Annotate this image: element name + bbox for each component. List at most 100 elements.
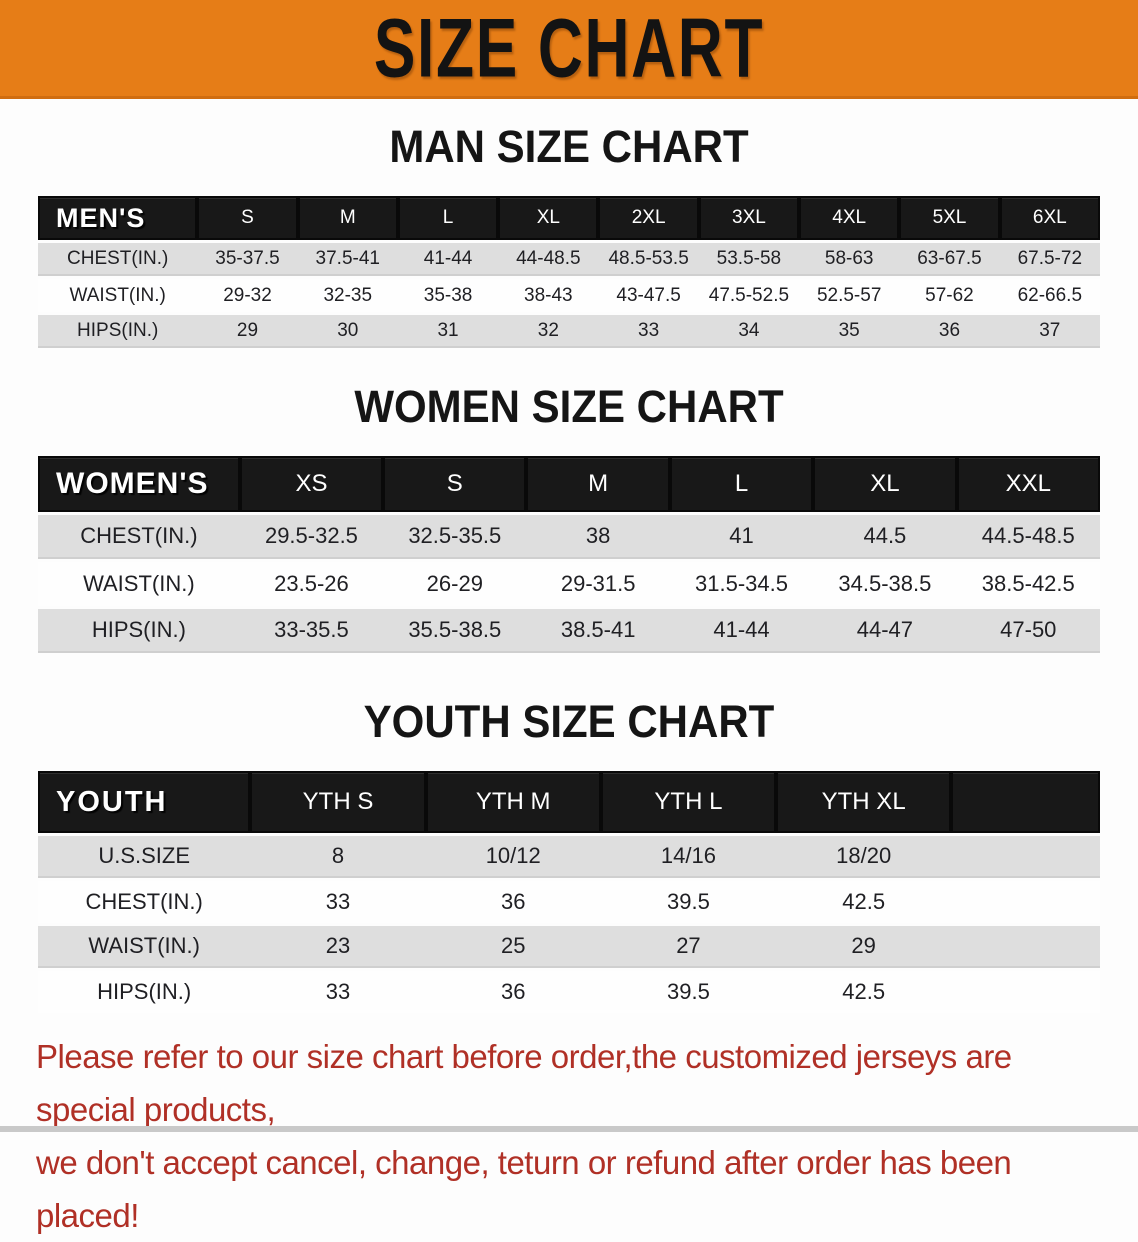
row-label: WAIST(IN.): [38, 562, 240, 606]
measurement-value: 39.5: [600, 971, 777, 1013]
measurement-value: 57-62: [899, 279, 1000, 312]
measurement-value: 23.5-26: [239, 562, 384, 606]
disclaimer-note: Please refer to our size chart before or…: [0, 1030, 1138, 1242]
filler-cell: [951, 971, 1100, 1013]
row-label: CHEST(IN.): [38, 515, 240, 559]
row-label: HIPS(IN.): [38, 315, 198, 348]
measurement-value: 29-32: [197, 279, 298, 312]
measurement-value: 47.5-52.5: [698, 279, 800, 312]
measurement-value: 34.5-38.5: [813, 562, 957, 606]
measurement-value: 62-66.5: [999, 279, 1100, 312]
disclaimer-line-1: Please refer to our size chart before or…: [36, 1038, 1012, 1128]
size-column-header: 2XL: [598, 196, 699, 240]
measurement-value: 63-67.5: [899, 243, 1000, 276]
measurement-value: 35: [799, 315, 900, 348]
measurement-value: 35-38: [397, 279, 499, 312]
measurement-value: 35.5-38.5: [383, 609, 527, 653]
size-column-header: M: [297, 196, 398, 240]
measurement-value: 29: [776, 926, 952, 968]
measurement-value: 41-44: [397, 243, 499, 276]
measurement-value: 41: [669, 515, 814, 559]
measurement-value: 36: [425, 881, 601, 923]
section-heading: WOMEN SIZE CHART: [354, 381, 784, 432]
measurement-value: 58-63: [799, 243, 900, 276]
measurement-value: 14/16: [600, 836, 777, 878]
measurement-value: 38: [526, 515, 670, 559]
size-column-header: XXL: [956, 456, 1100, 512]
measurement-value: 37: [999, 315, 1100, 348]
measurement-value: 53.5-58: [698, 243, 800, 276]
size-chart-section: MAN SIZE CHART MEN'S S M L XL 2XL 3XL 4XL 5XL 6XL C…: [0, 121, 1138, 351]
row-label: HIPS(IN.): [38, 609, 240, 653]
table-header-row: MEN'S S M L XL 2XL 3XL 4XL 5XL 6XL: [38, 196, 1100, 240]
measurement-value: 32: [498, 315, 599, 348]
measurement-value: 31.5-34.5: [669, 562, 814, 606]
row-label: CHEST(IN.): [38, 243, 198, 276]
measurement-value: 44-48.5: [498, 243, 599, 276]
measurement-row: WAIST(IN.) 23.5-26 26-29 29-31.5 31.5-34.5 34…: [38, 562, 1100, 606]
size-column-header: S: [383, 456, 527, 512]
table-title-cell: YOUTH: [38, 771, 251, 833]
measurement-value: 43-47.5: [598, 279, 699, 312]
measurement-value: 38.5-42.5: [956, 562, 1100, 606]
measurement-row: HIPS(IN.) 33 36 39.5 42.5: [38, 971, 1100, 1013]
row-label: CHEST(IN.): [38, 881, 251, 923]
row-label: U.S.SIZE: [38, 836, 251, 878]
measurement-value: 32-35: [297, 279, 398, 312]
measurement-value: 25: [425, 926, 601, 968]
size-table: YOUTH YTH S YTH M YTH L YTH XL U.S.SIZE 8 10/12…: [38, 768, 1100, 1016]
measurement-value: 67.5-72: [999, 243, 1100, 276]
measurement-value: 35-37.5: [197, 243, 298, 276]
measurement-value: 23: [250, 926, 426, 968]
measurement-value: 42.5: [776, 881, 952, 923]
measurement-value: 10/12: [425, 836, 601, 878]
measurement-row: WAIST(IN.) 23 25 27 29: [38, 926, 1100, 968]
size-column-header: XL: [498, 196, 599, 240]
measurement-value: 26-29: [383, 562, 527, 606]
measurement-value: 44.5: [813, 515, 957, 559]
size-column-header: L: [397, 196, 499, 240]
measurement-value: 29: [197, 315, 298, 348]
measurement-value: 33: [250, 971, 426, 1013]
measurement-row: HIPS(IN.) 29 30 31 32 33 34 35 36 37: [38, 315, 1100, 348]
sections-container: MAN SIZE CHART MEN'S S M L XL 2XL 3XL 4XL 5XL 6XL C…: [0, 121, 1138, 1016]
measurement-value: 33-35.5: [239, 609, 384, 653]
measurement-value: 52.5-57: [799, 279, 900, 312]
size-column-header: 6XL: [999, 196, 1100, 240]
measurement-value: 27: [600, 926, 777, 968]
row-label: WAIST(IN.): [38, 279, 198, 312]
size-column-header: YTH S: [250, 771, 426, 833]
measurement-value: 36: [425, 971, 601, 1013]
measurement-value: 37.5-41: [297, 243, 398, 276]
measurement-value: 30: [297, 315, 398, 348]
measurement-value: 42.5: [776, 971, 952, 1013]
size-chart-section: WOMEN SIZE CHART WOMEN'S XS S M L XL XXL CHEST(I…: [0, 381, 1138, 656]
table-header-row: WOMEN'S XS S M L XL XXL: [38, 456, 1100, 512]
measurement-value: 33: [598, 315, 699, 348]
measurement-value: 41-44: [669, 609, 814, 653]
row-label: HIPS(IN.): [38, 971, 251, 1013]
measurement-value: 48.5-53.5: [598, 243, 699, 276]
measurement-row: U.S.SIZE 8 10/12 14/16 18/20: [38, 836, 1100, 878]
size-column-header: 3XL: [698, 196, 800, 240]
measurement-row: CHEST(IN.) 35-37.5 37.5-41 41-44 44-48.5 48.5…: [38, 243, 1100, 276]
section-heading: YOUTH SIZE CHART: [363, 696, 775, 747]
measurement-value: 8: [250, 836, 426, 878]
measurement-value: 39.5: [600, 881, 777, 923]
measurement-value: 34: [698, 315, 800, 348]
table-title-cell: MEN'S: [38, 196, 198, 240]
filler-cell: [951, 926, 1100, 968]
size-column-header: M: [526, 456, 670, 512]
measurement-value: 36: [899, 315, 1000, 348]
filler-cell: [951, 836, 1100, 878]
measurement-value: 38.5-41: [526, 609, 670, 653]
size-chart-banner: SIZE CHART: [0, 0, 1138, 99]
measurement-value: 29.5-32.5: [239, 515, 384, 559]
size-column-header: 4XL: [799, 196, 900, 240]
measurement-value: 44.5-48.5: [956, 515, 1100, 559]
size-column-header: 5XL: [899, 196, 1000, 240]
size-column-header: YTH L: [600, 771, 777, 833]
size-chart-section: YOUTH SIZE CHART YOUTH YTH S YTH M YTH L YTH …: [0, 696, 1138, 1016]
measurement-row: CHEST(IN.) 29.5-32.5 32.5-35.5 38 41 44.5 44.5…: [38, 515, 1100, 559]
measurement-row: HIPS(IN.) 33-35.5 35.5-38.5 38.5-41 41-44 44-…: [38, 609, 1100, 653]
